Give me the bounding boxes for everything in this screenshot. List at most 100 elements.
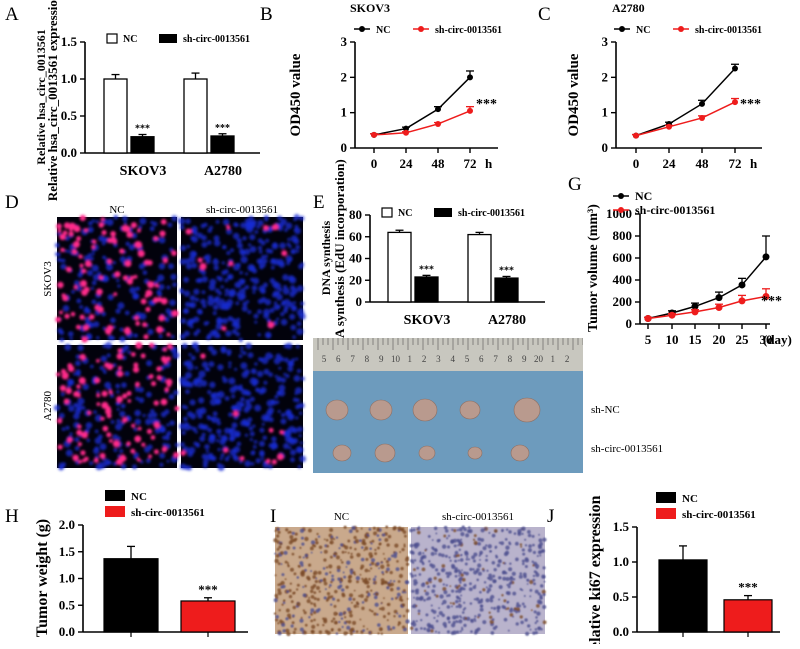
nucleus — [249, 377, 257, 385]
ihc-cell — [411, 604, 415, 609]
nucleus — [169, 247, 174, 252]
nucleus — [213, 239, 221, 247]
nucleus — [289, 449, 297, 456]
nucleus — [222, 377, 228, 384]
ihc-cell — [504, 538, 508, 541]
ihc-cell — [320, 551, 323, 554]
nucleus — [91, 219, 96, 223]
ihc-cell — [328, 586, 331, 589]
ihc-cell — [377, 623, 381, 627]
ruler-digit: 8 — [365, 354, 370, 364]
chart-g-x-tick-label: 25 — [736, 332, 750, 347]
nucleus — [93, 321, 100, 328]
ihc-cell — [378, 538, 382, 542]
ihc-cell — [527, 624, 531, 628]
edu-cell — [107, 237, 113, 244]
ihc-cell — [297, 564, 300, 567]
edu-cell — [160, 297, 168, 305]
ihc-cell — [373, 595, 378, 600]
edu-cell — [199, 262, 207, 271]
ihc-cell — [368, 592, 371, 595]
ihc-cell — [332, 617, 336, 621]
ihc-cell — [489, 615, 493, 619]
panel-letter-j: J — [547, 506, 554, 527]
ihc-cell — [304, 584, 307, 588]
ihc-cell — [433, 616, 436, 620]
ihc-cell — [529, 595, 532, 598]
ihc-cell — [441, 569, 444, 572]
ihc-cell — [503, 617, 508, 622]
nucleus — [194, 366, 198, 370]
ihc-cell — [503, 599, 507, 603]
chart-b-legend-label: sh-circ-0013561 — [435, 25, 502, 36]
ihc-cell — [419, 551, 422, 554]
ihc-cell — [422, 552, 425, 555]
nucleus — [229, 386, 237, 394]
ihc-cell — [370, 561, 375, 566]
nucleus — [221, 317, 228, 324]
ihc-cell — [285, 617, 289, 621]
ihc-cell — [286, 590, 290, 593]
panel-i-col-label: NC — [334, 511, 349, 523]
ihc-cell — [273, 612, 277, 615]
ihc-cell — [340, 543, 344, 547]
ihc-cell — [438, 611, 443, 616]
nucleus — [294, 227, 301, 235]
chart-g-point — [762, 293, 770, 300]
ihc-cell — [530, 609, 533, 612]
nucleus — [204, 366, 210, 372]
nucleus — [285, 255, 293, 263]
nucleus — [208, 436, 216, 444]
chart-b-y-tick-label: 1 — [341, 105, 348, 120]
chart-c-point — [666, 123, 672, 130]
chart-a-legend-swatch — [159, 34, 177, 43]
ihc-cell — [519, 572, 523, 575]
ihc-cell — [441, 564, 446, 568]
nucleus — [101, 311, 107, 317]
nucleus — [258, 249, 263, 254]
nucleus — [168, 393, 175, 400]
edu-cell — [161, 446, 168, 453]
nucleus — [296, 426, 303, 433]
ihc-cell — [402, 527, 405, 530]
edu-cell — [153, 400, 159, 406]
nucleus — [174, 442, 180, 448]
ihc-cell — [375, 592, 379, 596]
nucleus — [145, 391, 152, 398]
ihc-cell — [359, 618, 362, 621]
chart-b-x-unit: h — [485, 156, 493, 171]
nucleus — [172, 347, 177, 352]
ihc-cell — [360, 527, 363, 530]
nucleus — [188, 353, 192, 357]
chart-e-legend-label: sh-circ-0013561 — [458, 208, 525, 219]
ihc-cell — [401, 603, 406, 607]
nucleus — [289, 291, 296, 298]
ihc-cell — [330, 619, 334, 623]
nucleus — [257, 219, 264, 227]
nucleus — [157, 291, 163, 297]
ihc-cell — [335, 632, 339, 635]
chart-h-legend-label: NC — [131, 491, 147, 503]
ihc-cell — [445, 584, 449, 587]
ihc-cell — [361, 601, 365, 604]
nucleus — [240, 349, 244, 353]
nucleus — [217, 447, 221, 452]
nucleus — [257, 238, 263, 244]
ihc-cell — [476, 567, 480, 572]
nucleus — [112, 434, 119, 441]
nucleus — [129, 286, 137, 294]
ihc-cell — [488, 573, 493, 578]
nucleus — [283, 372, 287, 376]
ihc-cell — [502, 561, 505, 565]
nucleus — [96, 336, 100, 340]
ihc-cell — [486, 569, 489, 572]
chart-b-point — [435, 106, 441, 113]
ihc-cell — [505, 591, 510, 595]
ihc-cell — [380, 632, 383, 635]
chart-c-x-tick-label: 72 — [729, 156, 742, 171]
ihc-cell — [335, 555, 340, 560]
ihc-cell — [399, 551, 402, 554]
nucleus — [228, 377, 236, 385]
nucleus — [277, 409, 281, 413]
ruler-digit: 6 — [336, 354, 341, 364]
